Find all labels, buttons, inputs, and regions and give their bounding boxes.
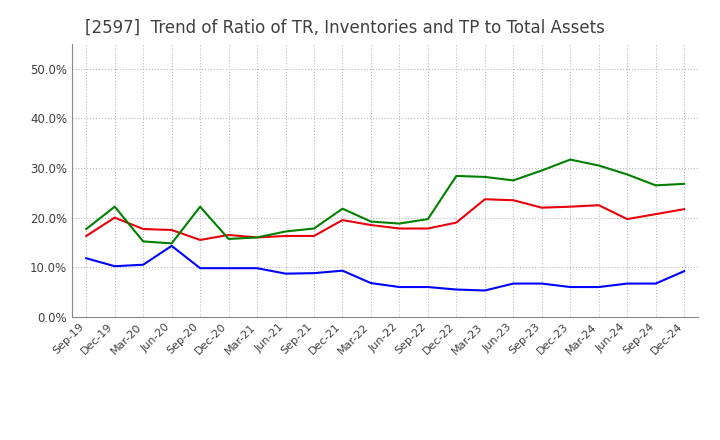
Trade Receivables [423, 226, 432, 231]
Inventories [480, 288, 489, 293]
Trade Receivables [167, 227, 176, 233]
Trade Payables [680, 181, 688, 187]
Trade Payables [595, 163, 603, 168]
Trade Receivables [680, 206, 688, 212]
Trade Receivables [139, 226, 148, 231]
Trade Payables [395, 221, 404, 226]
Trade Receivables [395, 226, 404, 231]
Inventories [509, 281, 518, 286]
Line: Inventories: Inventories [86, 246, 684, 290]
Trade Payables [452, 173, 461, 179]
Trade Payables [509, 178, 518, 183]
Inventories [82, 256, 91, 261]
Trade Payables [253, 235, 261, 240]
Inventories [366, 280, 375, 286]
Trade Payables [139, 239, 148, 244]
Trade Receivables [310, 233, 318, 238]
Inventories [310, 271, 318, 276]
Inventories [595, 284, 603, 290]
Inventories [338, 268, 347, 273]
Trade Receivables [282, 233, 290, 238]
Trade Payables [423, 216, 432, 222]
Text: [2597]  Trend of Ratio of TR, Inventories and TP to Total Assets: [2597] Trend of Ratio of TR, Inventories… [84, 19, 604, 37]
Trade Receivables [452, 220, 461, 225]
Trade Receivables [366, 222, 375, 227]
Trade Payables [338, 206, 347, 211]
Trade Receivables [196, 237, 204, 242]
Inventories [282, 271, 290, 276]
Inventories [253, 266, 261, 271]
Trade Receivables [566, 204, 575, 209]
Trade Payables [652, 183, 660, 188]
Inventories [652, 281, 660, 286]
Trade Payables [110, 204, 119, 209]
Trade Receivables [652, 212, 660, 217]
Trade Receivables [480, 197, 489, 202]
Trade Payables [366, 219, 375, 224]
Trade Receivables [110, 215, 119, 220]
Trade Receivables [225, 232, 233, 238]
Inventories [566, 284, 575, 290]
Line: Trade Receivables: Trade Receivables [86, 199, 684, 240]
Trade Receivables [82, 233, 91, 238]
Line: Trade Payables: Trade Payables [86, 160, 684, 243]
Inventories [196, 266, 204, 271]
Trade Receivables [623, 216, 631, 222]
Trade Payables [167, 241, 176, 246]
Trade Payables [537, 168, 546, 173]
Trade Payables [566, 157, 575, 162]
Inventories [139, 262, 148, 268]
Inventories [537, 281, 546, 286]
Trade Payables [82, 226, 91, 231]
Trade Receivables [595, 202, 603, 208]
Trade Receivables [537, 205, 546, 210]
Inventories [225, 266, 233, 271]
Trade Payables [225, 236, 233, 242]
Trade Payables [282, 229, 290, 234]
Trade Payables [310, 226, 318, 231]
Trade Receivables [253, 235, 261, 240]
Inventories [680, 268, 688, 274]
Inventories [452, 287, 461, 292]
Inventories [623, 281, 631, 286]
Trade Receivables [338, 217, 347, 223]
Inventories [167, 243, 176, 249]
Trade Payables [623, 172, 631, 177]
Inventories [395, 284, 404, 290]
Inventories [423, 284, 432, 290]
Trade Payables [196, 204, 204, 209]
Trade Payables [480, 174, 489, 180]
Trade Receivables [509, 198, 518, 203]
Inventories [110, 264, 119, 269]
